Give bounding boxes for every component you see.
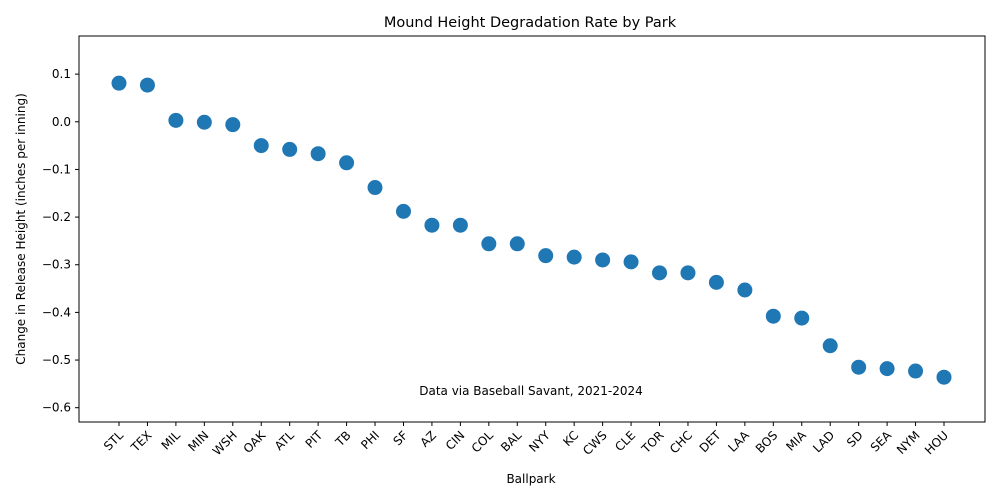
chart-title: Mound Height Degradation Rate by Park	[384, 15, 677, 31]
x-tick-label: CLE	[612, 428, 638, 454]
y-tick-label: −0.3	[42, 258, 71, 272]
x-tick-label: SD	[844, 428, 866, 450]
x-tick-label: HOU	[922, 428, 951, 457]
data-point	[879, 361, 895, 377]
data-point	[737, 282, 753, 298]
x-tick-label: SF	[390, 428, 410, 448]
data-point	[566, 249, 582, 265]
x-tick-label: OAK	[241, 427, 270, 456]
data-points	[111, 75, 952, 385]
data-point	[509, 236, 525, 252]
x-tick-label: LAD	[810, 428, 837, 455]
x-tick-label: SEA	[868, 428, 895, 455]
x-tick-label: KC	[560, 428, 581, 449]
data-point	[623, 254, 639, 270]
x-tick-label: PIT	[303, 428, 326, 451]
data-point	[111, 75, 127, 91]
y-tick-label: 0.1	[52, 67, 71, 81]
x-tick-label: CHC	[667, 428, 695, 456]
data-point	[481, 236, 497, 252]
data-point	[282, 141, 298, 157]
x-tick-label: NYM	[894, 428, 923, 457]
data-point	[367, 180, 383, 196]
data-point	[452, 217, 468, 233]
y-tick-label: −0.4	[42, 305, 71, 319]
y-tick-label: −0.5	[42, 353, 71, 367]
x-tick-label: TOR	[638, 428, 666, 456]
x-tick-label: CWS	[580, 428, 610, 458]
data-point	[794, 310, 810, 326]
y-tick-label: −0.1	[42, 162, 71, 176]
source-annotation: Data via Baseball Savant, 2021-2024	[419, 384, 643, 398]
data-point	[139, 77, 155, 93]
x-tick-label: NYY	[526, 428, 553, 455]
data-point	[765, 308, 781, 324]
x-tick-label: MIA	[783, 428, 809, 454]
x-tick-label: CIN	[443, 428, 468, 453]
x-tick-label: COL	[469, 428, 496, 455]
x-tick-label: STL	[101, 428, 126, 453]
y-axis: 0.1 0.0 −0.1 −0.2 −0.3 −0.4 −0.5 −0.6	[42, 67, 79, 415]
data-point	[196, 114, 212, 130]
x-tick-label: TB	[332, 428, 354, 450]
data-point	[822, 338, 838, 354]
data-point	[310, 146, 326, 162]
x-tick-label: BAL	[498, 428, 524, 454]
y-tick-label: −0.2	[42, 210, 71, 224]
data-point	[225, 117, 241, 133]
data-point	[680, 265, 696, 281]
x-tick-label: BOS	[753, 428, 781, 456]
x-tick-label: TEX	[128, 428, 155, 455]
y-tick-label: −0.6	[42, 401, 71, 415]
data-point	[538, 248, 554, 264]
x-tick-label: MIN	[185, 428, 211, 454]
y-tick-label: 0.0	[52, 115, 71, 129]
data-point	[424, 217, 440, 233]
x-tick-label: MIL	[159, 428, 184, 453]
data-point	[395, 203, 411, 219]
x-tick-label: AZ	[418, 428, 440, 450]
data-point	[339, 155, 355, 171]
x-tick-label: DET	[697, 428, 724, 455]
data-point	[253, 138, 269, 154]
plot-area	[78, 35, 986, 423]
data-point	[652, 265, 668, 281]
data-point	[851, 359, 867, 375]
x-tick-label: LAA	[725, 428, 752, 455]
data-point	[168, 112, 184, 128]
y-axis-title: Change in Release Height (inches per inn…	[14, 93, 28, 365]
x-tick-label: WSH	[210, 428, 240, 458]
x-tick-label: ATL	[272, 428, 297, 453]
data-point	[936, 369, 952, 385]
x-axis-title: Ballpark	[506, 472, 555, 486]
data-point	[908, 363, 924, 379]
data-point	[595, 252, 611, 268]
x-tick-label: PHI	[358, 428, 382, 452]
data-point	[708, 274, 724, 290]
